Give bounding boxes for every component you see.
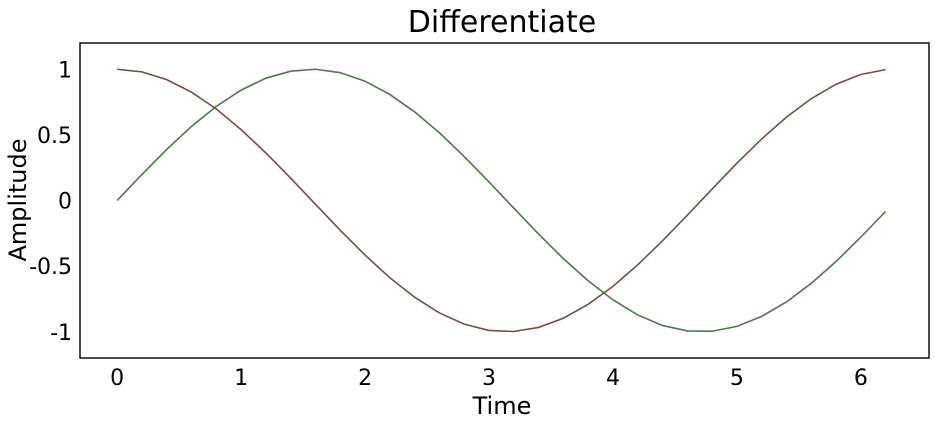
y-axis-ticks: 1 0.5 0 -0.5 -1 bbox=[29, 58, 72, 346]
x-axis-label: Time bbox=[472, 392, 532, 420]
x-tick-label: 5 bbox=[730, 366, 744, 391]
x-tick-label: 0 bbox=[110, 366, 124, 391]
x-tick-label: 6 bbox=[854, 366, 868, 391]
x-tick-label: 3 bbox=[482, 366, 496, 391]
plot-area-frame bbox=[79, 42, 930, 359]
series-line-2 bbox=[117, 68, 886, 333]
y-tick-label: -1 bbox=[50, 321, 72, 346]
x-tick-label: 4 bbox=[606, 366, 620, 391]
x-axis-ticks: 0 1 2 3 4 5 6 bbox=[110, 366, 868, 391]
x-tick-label: 2 bbox=[358, 366, 372, 391]
y-tick-label: -0.5 bbox=[29, 255, 72, 280]
y-axis-label: Amplitude bbox=[4, 139, 32, 262]
series-layer bbox=[116, 68, 887, 333]
x-tick-label: 1 bbox=[234, 366, 248, 391]
y-tick-label: 0 bbox=[58, 190, 72, 215]
y-tick-label: 0.5 bbox=[37, 124, 72, 149]
y-tick-label: 1 bbox=[58, 58, 72, 83]
series-line-1 bbox=[116, 68, 887, 333]
chart-title: Differentiate bbox=[408, 5, 596, 40]
